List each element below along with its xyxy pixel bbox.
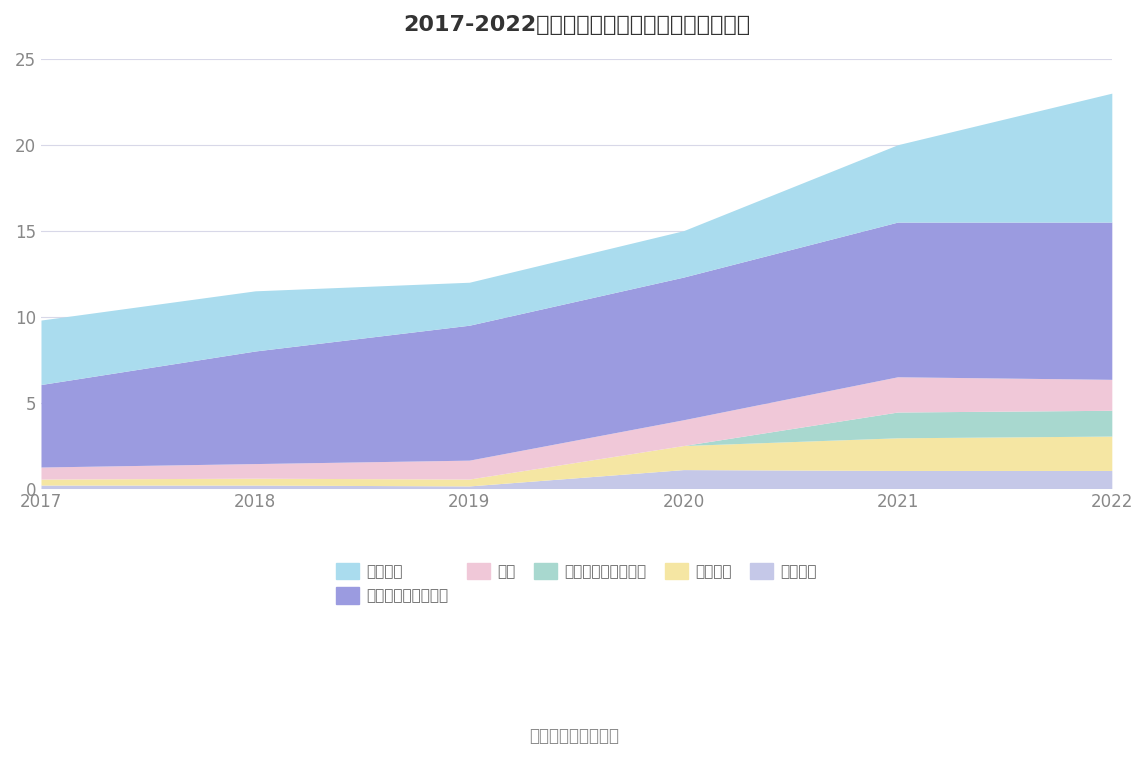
Text: 数据来源：恒生聚源: 数据来源：恒生聚源	[529, 727, 619, 745]
Legend: 货币资金, 应收账款及应收票据, 存货, 交易性金融资产合计, 固定资产, 无形资产: 货币资金, 应收账款及应收票据, 存货, 交易性金融资产合计, 固定资产, 无形…	[329, 556, 823, 610]
Title: 2017-2022年咸亨国际主要资产堆积图（亿元）: 2017-2022年咸亨国际主要资产堆积图（亿元）	[403, 15, 750, 35]
